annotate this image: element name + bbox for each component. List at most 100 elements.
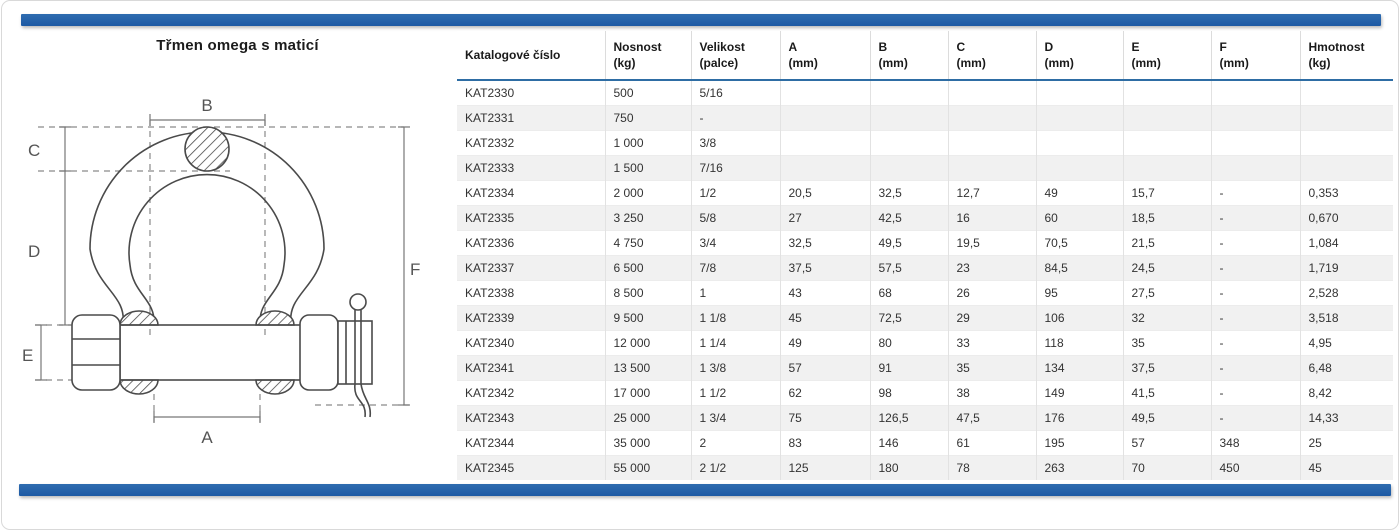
table-cell: 500 <box>604 80 691 106</box>
table-cell <box>779 105 870 131</box>
table-cell <box>779 155 870 181</box>
table-cell: - <box>1210 405 1300 431</box>
table-cell <box>1035 155 1123 181</box>
table-row: KAT2334 2 000 1/2 20,5 32,5 12,7 49 15,7-0,353 <box>457 180 1393 206</box>
table-cell: 1 3/4 <box>690 405 780 431</box>
table-cell <box>1035 80 1123 106</box>
table-cell: KAT2338 <box>457 280 605 306</box>
table-cell: 29 <box>947 305 1036 331</box>
table-cell: KAT2336 <box>457 230 605 256</box>
table-cell <box>1210 80 1300 106</box>
table-cell: 1 1/4 <box>690 330 780 356</box>
table-cell: 3,518 <box>1299 305 1393 331</box>
table-cell: 26 <box>947 280 1036 306</box>
table-cell: KAT2332 <box>457 130 605 156</box>
table-cell: 72,5 <box>869 305 948 331</box>
table-cell: 55 000 <box>604 455 691 480</box>
table-cell: KAT2337 <box>457 255 605 281</box>
table-cell: 1,719 <box>1299 255 1393 281</box>
table-cell <box>1035 130 1123 156</box>
table-cell: 25 000 <box>604 405 691 431</box>
table-cell <box>1210 155 1300 181</box>
table-cell: 3 250 <box>604 205 691 231</box>
table-cell <box>1299 105 1393 131</box>
table-cell: 20,5 <box>779 180 870 206</box>
table-cell: 146 <box>869 430 948 456</box>
dim-label-d: D <box>28 242 40 261</box>
table-cell <box>947 155 1036 181</box>
table-cell: 80 <box>869 330 948 356</box>
table-cell: 106 <box>1035 305 1123 331</box>
table-cell: 176 <box>1035 405 1123 431</box>
column-header: Katalogové číslo <box>457 31 605 80</box>
table-cell: 38 <box>947 380 1036 406</box>
product-title: Třmen omega s maticí <box>156 37 319 54</box>
table-row: KAT2339 9 500 1 1/8 45 72,5 29 106 32-3,518 <box>457 305 1393 331</box>
table-cell <box>1122 130 1211 156</box>
table-cell: 24,5 <box>1122 255 1211 281</box>
table-cell <box>779 130 870 156</box>
table-row: KAT2336 4 750 3/4 32,5 49,5 19,5 70,5 21,5-1,08… <box>457 230 1393 256</box>
table-cell: 13 500 <box>604 355 691 381</box>
table-cell: 41,5 <box>1122 380 1211 406</box>
table-cell <box>1122 105 1211 131</box>
table-cell: 45 <box>779 305 870 331</box>
table-cell: 134 <box>1035 355 1123 381</box>
table-cell: 118 <box>1035 330 1123 356</box>
table-cell: 32 <box>1122 305 1211 331</box>
dim-label-a: A <box>201 428 213 447</box>
table-cell: 1,084 <box>1299 230 1393 256</box>
table-cell: 348 <box>1210 430 1300 456</box>
table-cell: 57,5 <box>869 255 948 281</box>
table-cell: - <box>1210 180 1300 206</box>
table-row: KAT2338 8 500 1 43 68 26 95 27,5-2,528 <box>457 280 1393 306</box>
bow-section-circle <box>184 126 230 172</box>
table-cell: 14,33 <box>1299 405 1393 431</box>
table-cell <box>1299 155 1393 181</box>
table-cell: 42,5 <box>869 205 948 231</box>
dim-label-b: B <box>201 96 212 115</box>
table-cell <box>1122 80 1211 106</box>
table-cell <box>1299 80 1393 106</box>
table-cell: 3/8 <box>690 130 780 156</box>
table-cell: 450 <box>1210 455 1300 480</box>
table-cell: 180 <box>869 455 948 480</box>
table-cell: KAT2333 <box>457 155 605 181</box>
table-cell <box>869 130 948 156</box>
table-cell: 35 <box>947 355 1036 381</box>
table-cell: 17 000 <box>604 380 691 406</box>
top-divider-bar <box>21 14 1381 26</box>
table-cell: 1 1/8 <box>690 305 780 331</box>
table-cell: 5/16 <box>690 80 780 106</box>
table-cell: 37,5 <box>779 255 870 281</box>
column-header: Nosnost (kg) <box>604 31 691 80</box>
column-header: F (mm) <box>1210 31 1300 80</box>
table-cell: 47,5 <box>947 405 1036 431</box>
table-cell: 35 <box>1122 330 1211 356</box>
column-header: C (mm) <box>947 31 1036 80</box>
table-row: KAT2343 25 000 1 3/4 75 126,5 47,5 176 49,5-14,… <box>457 405 1393 431</box>
table-cell: KAT2345 <box>457 455 605 480</box>
table-cell: 1/2 <box>690 180 780 206</box>
product-drawing-panel: Třmen omega s maticí <box>20 29 455 479</box>
table-cell: 195 <box>1035 430 1123 456</box>
table-cell: 9 500 <box>604 305 691 331</box>
table-cell: 1 1/2 <box>690 380 780 406</box>
table-cell: 0,353 <box>1299 180 1393 206</box>
table-cell: 263 <box>1035 455 1123 480</box>
table-cell: 75 <box>779 405 870 431</box>
table-cell <box>1210 105 1300 131</box>
table-cell: 49,5 <box>1122 405 1211 431</box>
table-cell: 12 000 <box>604 330 691 356</box>
table-cell <box>947 80 1036 106</box>
table-cell: 57 <box>1122 430 1211 456</box>
table-cell: 98 <box>869 380 948 406</box>
table-cell: 12,7 <box>947 180 1036 206</box>
table-cell: 6 500 <box>604 255 691 281</box>
spec-table-head-row: Katalogové číslo Nosnost (kg) Velikost (pa… <box>457 31 1393 80</box>
table-cell <box>869 155 948 181</box>
table-cell <box>1299 130 1393 156</box>
table-row: KAT2340 12 000 1 1/4 49 80 33 118 35-4,95 <box>457 330 1393 356</box>
table-cell: - <box>1210 230 1300 256</box>
table-cell: 2 <box>690 430 780 456</box>
